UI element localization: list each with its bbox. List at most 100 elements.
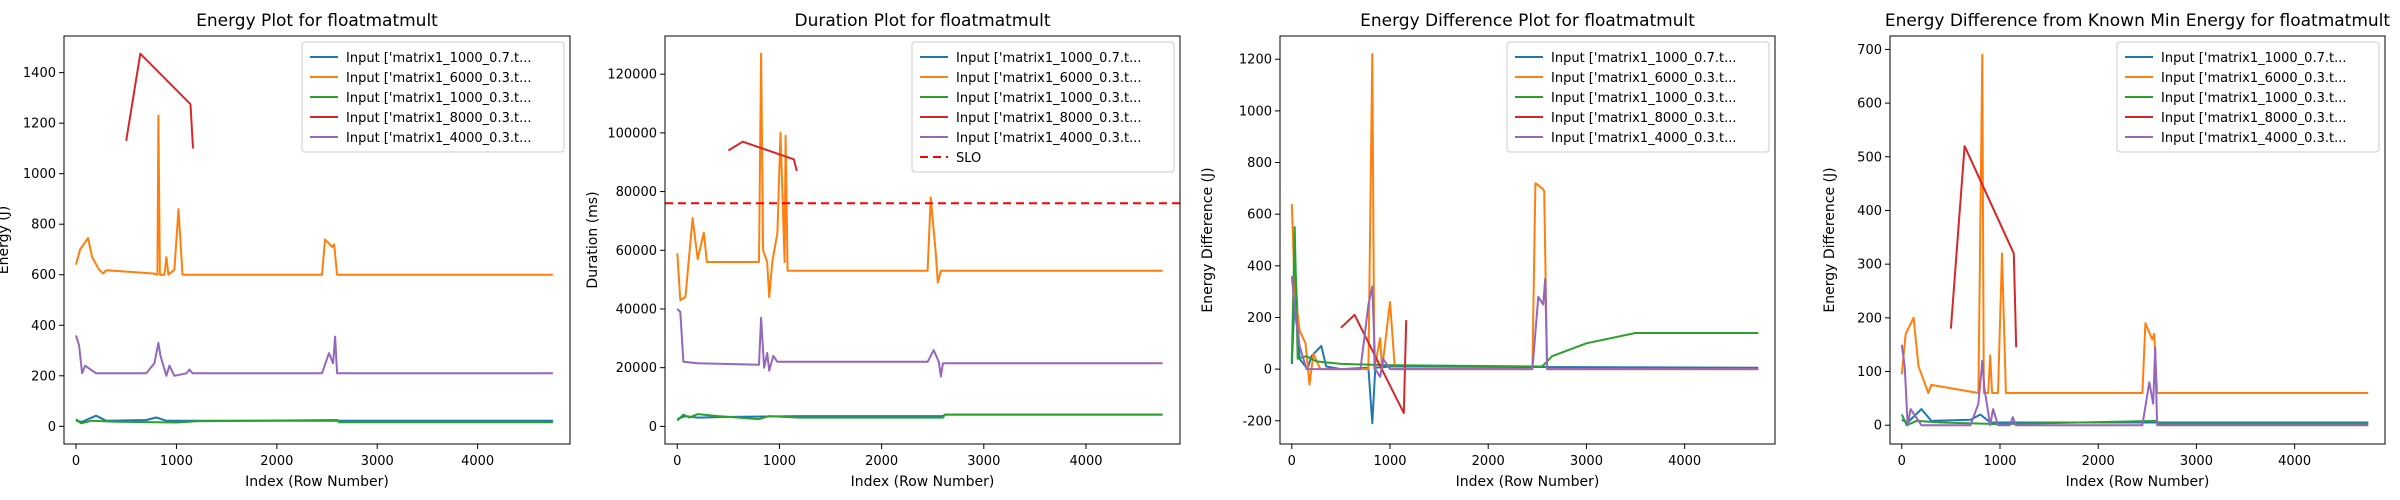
x-tick-label: 1000 bbox=[160, 454, 193, 469]
y-tick-label: 400 bbox=[1247, 259, 1272, 274]
x-tick-label: 0 bbox=[72, 454, 80, 469]
series-line-3 bbox=[727, 140, 798, 172]
y-tick-label: 500 bbox=[1857, 150, 1882, 165]
chart-1: Duration Plot for floatmatmult 0 1000 2000 3… bbox=[585, 11, 1181, 490]
y-tick-label: 0 bbox=[48, 420, 56, 435]
legend-box bbox=[2116, 41, 2380, 153]
legend-label: Input ['matrix1_8000_0.3.t... bbox=[1551, 111, 1736, 126]
plot-lines bbox=[1900, 53, 2369, 427]
x-tick-label: 1000 bbox=[1373, 454, 1406, 469]
y-tick-label: 120000 bbox=[607, 68, 657, 83]
legend-label: Input ['matrix1_1000_0.7.t... bbox=[346, 51, 531, 66]
x-tick-label: 2000 bbox=[2082, 454, 2115, 469]
series-line-2 bbox=[75, 418, 553, 425]
y-tick-label: 200 bbox=[1857, 311, 1882, 326]
x-tick-label: 4000 bbox=[1069, 454, 1102, 469]
chart-title: Energy Difference Plot for floatmatmult bbox=[1360, 11, 1695, 31]
x-tick-label: 0 bbox=[1898, 454, 1906, 469]
y-tick-label: 100000 bbox=[607, 126, 657, 141]
series-line-0 bbox=[1290, 275, 1759, 425]
legend-label: Input ['matrix1_1000_0.7.t... bbox=[956, 51, 1141, 66]
y-tick-label: 400 bbox=[31, 319, 56, 334]
y-tick-label: 0 bbox=[1264, 363, 1272, 378]
legend-label: Input ['matrix1_1000_0.7.t... bbox=[1551, 51, 1736, 66]
plot-lines bbox=[665, 52, 1180, 422]
x-tick-label: 2000 bbox=[1472, 454, 1505, 469]
y-tick-label: 300 bbox=[1857, 258, 1882, 273]
legend-label: Input ['matrix1_6000_0.3.t... bbox=[2161, 71, 2346, 86]
x-tick-label: 0 bbox=[673, 454, 681, 469]
y-tick-label: 60000 bbox=[616, 244, 657, 259]
legend-label: SLO bbox=[956, 151, 981, 166]
y-tick-label: 600 bbox=[31, 268, 56, 283]
x-tick-label: 2000 bbox=[865, 454, 898, 469]
series-line-1 bbox=[676, 52, 1163, 302]
x-axis-label: Index (Row Number) bbox=[2066, 474, 2210, 490]
legend-label: Input ['matrix1_8000_0.3.t... bbox=[956, 111, 1141, 126]
legend-label: Input ['matrix1_4000_0.3.t... bbox=[956, 131, 1141, 146]
axes-frame bbox=[664, 35, 1181, 445]
legend-box bbox=[1506, 41, 1770, 153]
legend: Input ['matrix1_1000_0.7.t... Input ['mat… bbox=[911, 41, 1175, 173]
x-tick-label: 4000 bbox=[2278, 454, 2311, 469]
series-line-3 bbox=[1949, 145, 2018, 348]
y-tick-label: 200 bbox=[31, 369, 56, 384]
chart-title: Energy Difference from Known Min Energy … bbox=[1885, 11, 2390, 31]
series-line-3 bbox=[1340, 313, 1408, 414]
y-axis-label: Energy Difference (J) bbox=[1200, 167, 1216, 312]
y-axis-label: Energy (J) bbox=[0, 206, 12, 275]
y-tick-label: 600 bbox=[1247, 208, 1272, 223]
legend-label: Input ['matrix1_1000_0.3.t... bbox=[1551, 91, 1736, 106]
legend-label: Input ['matrix1_6000_0.3.t... bbox=[1551, 71, 1736, 86]
x-axis-label: Index (Row Number) bbox=[245, 474, 389, 490]
axes-frame bbox=[63, 35, 571, 445]
y-tick-label: 80000 bbox=[616, 185, 657, 200]
series-line-2 bbox=[676, 413, 1163, 422]
y-tick-label: 40000 bbox=[616, 302, 657, 317]
x-tick-label: 2000 bbox=[260, 454, 293, 469]
x-tick-label: 1000 bbox=[1983, 454, 2016, 469]
y-tick-label: 1200 bbox=[1239, 53, 1272, 68]
legend-box bbox=[301, 41, 565, 153]
y-tick-label: -200 bbox=[1242, 414, 1272, 429]
y-tick-label: 0 bbox=[649, 420, 657, 435]
series-line-4 bbox=[1900, 344, 2369, 427]
chart-title: Energy Plot for floatmatmult bbox=[196, 11, 438, 31]
x-tick-label: 1000 bbox=[763, 454, 796, 469]
series-line-4 bbox=[75, 335, 553, 377]
chart-title: Duration Plot for floatmatmult bbox=[794, 11, 1050, 31]
legend-label: Input ['matrix1_4000_0.3.t... bbox=[1551, 131, 1736, 146]
series-line-4 bbox=[676, 308, 1163, 378]
y-tick-label: 200 bbox=[1247, 311, 1272, 326]
y-tick-label: 800 bbox=[31, 218, 56, 233]
legend-label: Input ['matrix1_4000_0.3.t... bbox=[2161, 131, 2346, 146]
y-tick-label: 0 bbox=[1874, 419, 1882, 434]
series-line-1 bbox=[1290, 53, 1759, 386]
series-line-2 bbox=[1290, 226, 1759, 368]
x-tick-label: 3000 bbox=[1570, 454, 1603, 469]
chart-2: Energy Difference Plot for floatmatmult 0… bbox=[1200, 11, 1776, 490]
axes-frame bbox=[1279, 35, 1776, 445]
legend-label: Input ['matrix1_8000_0.3.t... bbox=[2161, 111, 2346, 126]
x-tick-label: 3000 bbox=[967, 454, 1000, 469]
y-tick-label: 1400 bbox=[23, 66, 56, 81]
legend: Input ['matrix1_1000_0.7.t... Input ['mat… bbox=[301, 41, 565, 153]
y-tick-label: 1200 bbox=[23, 117, 56, 132]
series-line-1 bbox=[75, 114, 553, 276]
y-axis-label: Energy Difference (J) bbox=[1822, 167, 1838, 312]
x-tick-label: 4000 bbox=[1668, 454, 1701, 469]
y-axis-label: Duration (ms) bbox=[585, 191, 601, 288]
x-tick-label: 3000 bbox=[361, 454, 394, 469]
chart-3: Energy Difference from Known Min Energy … bbox=[1822, 11, 2390, 490]
series-line-4 bbox=[1290, 276, 1759, 378]
plot-lines bbox=[1290, 53, 1759, 425]
legend-label: Input ['matrix1_1000_0.7.t... bbox=[2161, 51, 2346, 66]
y-tick-label: 20000 bbox=[616, 361, 657, 376]
y-tick-label: 800 bbox=[1247, 156, 1272, 171]
legend-label: Input ['matrix1_6000_0.3.t... bbox=[956, 71, 1141, 86]
y-tick-label: 1000 bbox=[23, 167, 56, 182]
y-tick-label: 600 bbox=[1857, 97, 1882, 112]
axes-frame bbox=[1889, 35, 2386, 445]
